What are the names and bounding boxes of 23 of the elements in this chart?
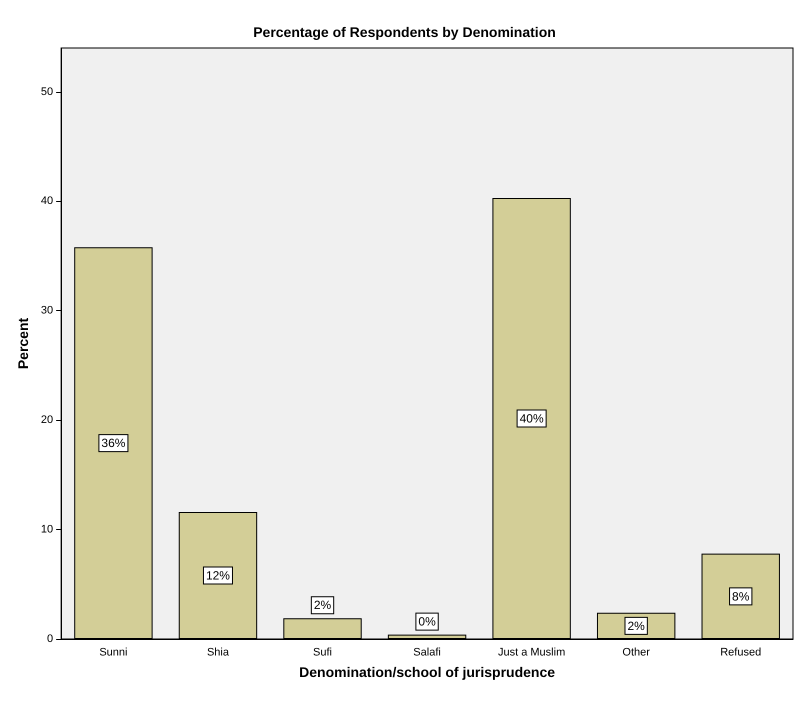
y-tick-label: 50	[40, 86, 54, 98]
y-tick-label: 0	[47, 633, 54, 645]
data-label: 2%	[628, 618, 646, 633]
x-tick-label: Refused	[720, 646, 762, 658]
data-label: 8%	[732, 589, 750, 604]
x-tick-label: Salafi	[413, 646, 441, 658]
y-tick-label: 40	[40, 195, 54, 208]
data-label: 36%	[101, 436, 126, 450]
y-axis-title: Percent	[15, 317, 31, 370]
y-tick-label: 20	[40, 414, 54, 426]
data-label: 40%	[520, 411, 544, 426]
x-tick-label: Just a Muslim	[498, 646, 566, 658]
x-tick-label: Sufi	[313, 646, 332, 658]
chart-title: Percentage of Respondents by Denomination	[253, 24, 556, 40]
data-label: 0%	[418, 614, 436, 629]
data-label: 2%	[314, 598, 332, 612]
data-label: 12%	[206, 568, 230, 583]
x-tick-label: Other	[622, 646, 650, 658]
x-tick-label: Shia	[206, 646, 230, 658]
y-tick-label: 10	[40, 524, 54, 536]
y-tick-label: 30	[40, 304, 54, 317]
x-axis-title: Denomination/school of jurisprudence	[299, 664, 556, 680]
x-tick-label: Sunni	[99, 646, 128, 658]
